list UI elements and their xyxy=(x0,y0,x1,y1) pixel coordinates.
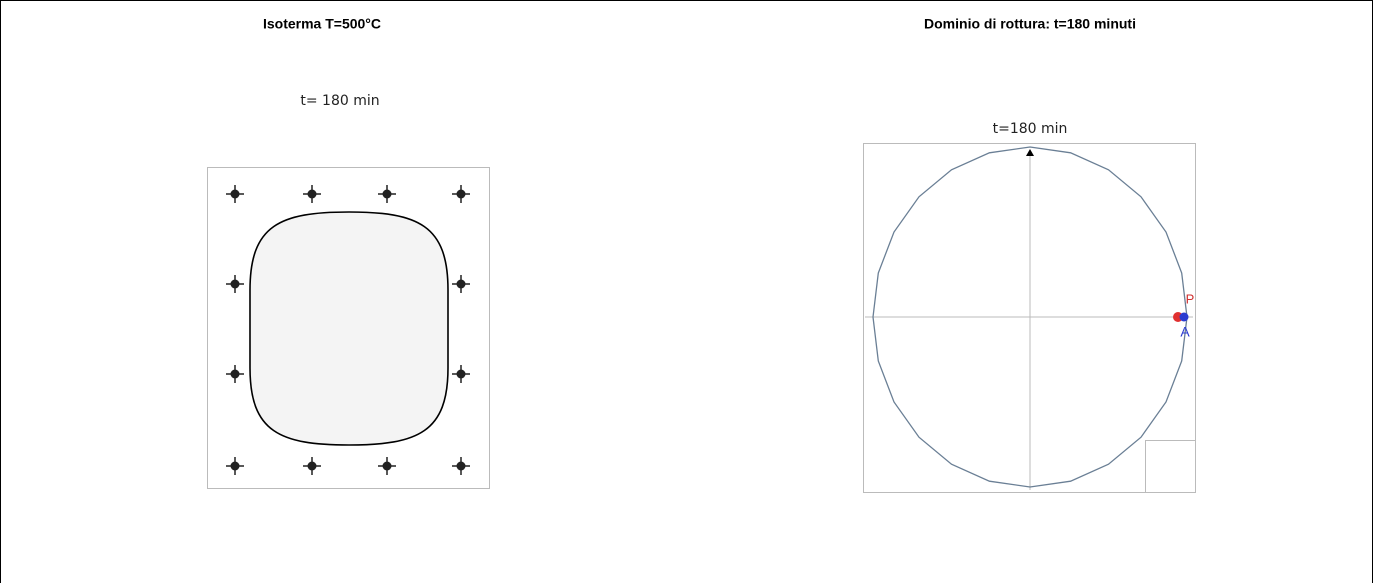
rebars xyxy=(226,185,470,475)
axis-arrow xyxy=(1026,149,1034,156)
rebar xyxy=(303,185,321,203)
rebar xyxy=(378,457,396,475)
rebar xyxy=(226,457,244,475)
corner-box xyxy=(1145,440,1196,493)
isotherm-curve xyxy=(249,211,449,446)
rebar xyxy=(303,457,321,475)
rebar xyxy=(452,365,470,383)
point-a-label: A xyxy=(1180,324,1190,340)
left-title: Isoterma T=500°C xyxy=(263,16,381,32)
rebar xyxy=(452,275,470,293)
left-time-label: t= 180 min xyxy=(300,93,379,109)
rebar xyxy=(226,365,244,383)
rebar xyxy=(452,457,470,475)
rebar xyxy=(378,185,396,203)
right-title: Dominio di rottura: t=180 minuti xyxy=(924,16,1136,32)
rebar xyxy=(226,275,244,293)
point-a-marker xyxy=(1179,312,1189,322)
point-p-label: P xyxy=(1186,291,1195,306)
failure-domain xyxy=(872,146,1188,488)
right-time-label: t=180 min xyxy=(993,121,1068,137)
rebar xyxy=(452,185,470,203)
rebar xyxy=(226,185,244,203)
